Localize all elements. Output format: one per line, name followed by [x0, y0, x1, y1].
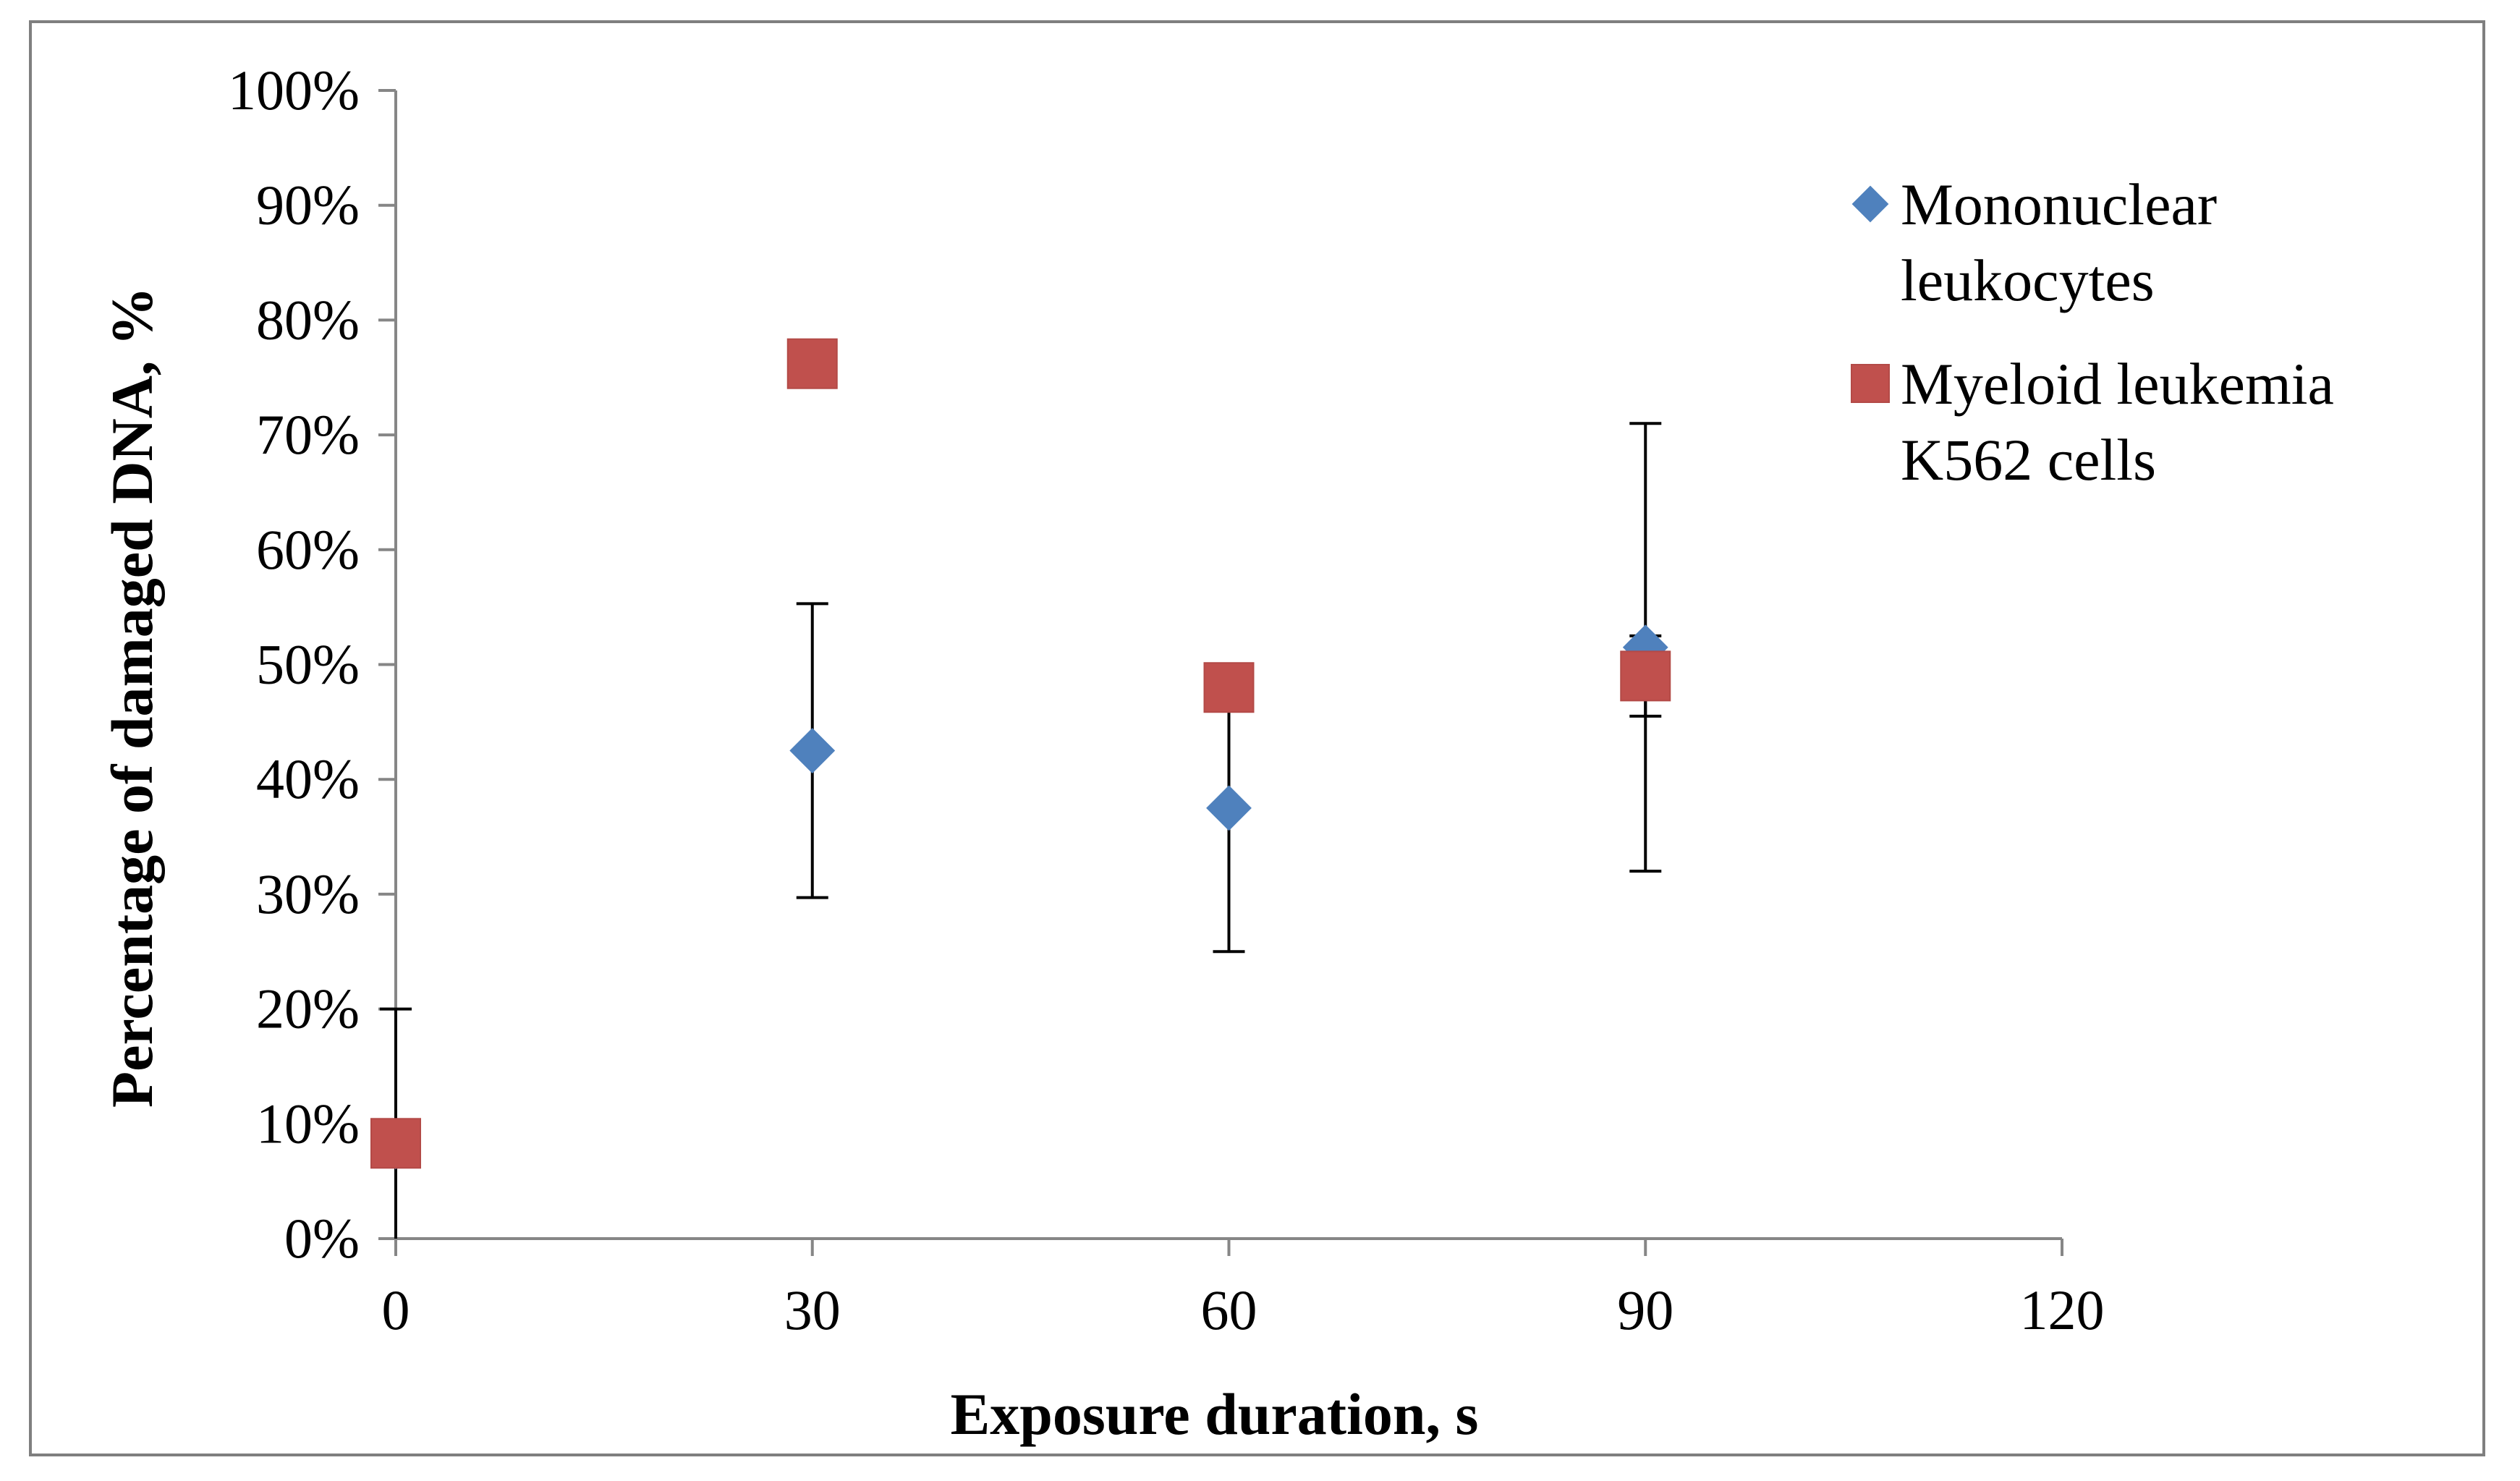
y-tick-label: 90% — [256, 174, 360, 237]
y-tick-label: 80% — [256, 288, 360, 351]
legend-label: leukocytes — [1901, 247, 2155, 313]
markers-layer — [370, 338, 1671, 1170]
y-tick-label: 20% — [256, 977, 360, 1040]
y-tick-label: 50% — [256, 633, 360, 696]
y-tick-label: 60% — [256, 518, 360, 581]
data-point-k562 — [1203, 662, 1255, 713]
data-point-mononuclear — [1206, 785, 1252, 831]
x-axis-title: Exposure duration, s — [951, 1381, 1479, 1447]
y-tick-label: 30% — [256, 862, 360, 925]
legend-label: Mononuclear — [1901, 171, 2217, 237]
x-tick-label: 60 — [1201, 1278, 1257, 1341]
legend-label: K562 cells — [1901, 427, 2156, 493]
data-point-k562 — [786, 338, 838, 389]
x-tick-label: 90 — [1617, 1278, 1673, 1341]
y-tick-label: 100% — [228, 59, 360, 122]
legend-marker — [1851, 185, 1889, 223]
y-tick-label: 40% — [256, 747, 360, 810]
y-tick-label: 70% — [256, 403, 360, 466]
axes-layer: 0% 10% 20% 30% 40% 50% 60% 70% 80% 90% 100% 0 30 60 90… — [228, 59, 2104, 1341]
data-point-mononuclear — [789, 728, 836, 773]
y-tick-label: 0% — [284, 1207, 360, 1270]
error-bars-layer — [380, 339, 1662, 1239]
legend-marker — [1851, 364, 1890, 403]
x-tick-label: 30 — [784, 1278, 841, 1341]
legend-label: Myeloid leukemia — [1901, 351, 2334, 417]
x-tick-label: 120 — [2020, 1278, 2105, 1341]
legend: Mononuclear leukocytes Myeloid leukemia K56… — [1851, 171, 2334, 493]
chart-frame — [29, 20, 2485, 1456]
data-point-k562 — [1620, 650, 1671, 702]
y-axis-title: Percentage of damaged DNA, % — [99, 287, 165, 1108]
y-tick-label: 10% — [256, 1092, 360, 1155]
x-tick-label: 0 — [382, 1278, 410, 1341]
data-point-k562 — [370, 1118, 421, 1169]
